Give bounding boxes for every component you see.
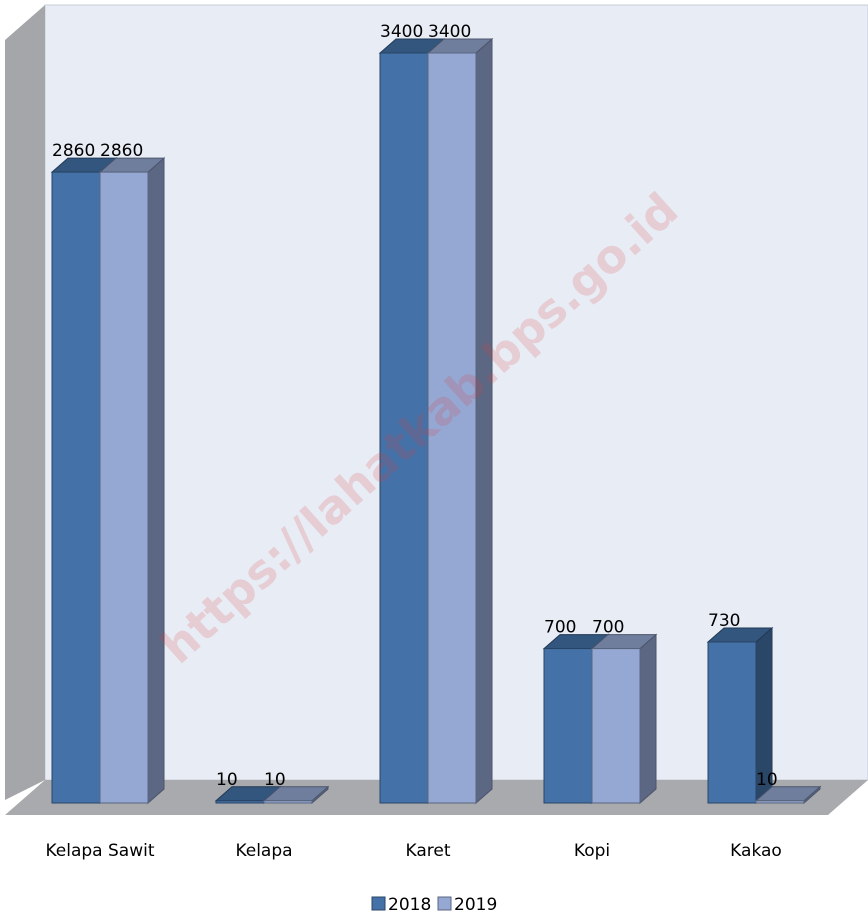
bar	[706, 626, 774, 805]
x-tick-label: Karet	[405, 841, 450, 861]
legend-swatch	[371, 896, 386, 911]
value-label: 10	[756, 770, 778, 790]
bars	[50, 37, 822, 805]
bar-side	[475, 37, 493, 805]
value-label: 700	[544, 618, 576, 638]
legend-label: 2019	[454, 895, 497, 915]
value-label: 3400	[428, 22, 471, 42]
x-tick-label: Kelapa	[235, 841, 292, 861]
x-tick-label: Kelapa Sawit	[45, 841, 154, 861]
legend-label: 2018	[388, 895, 431, 915]
legend: 2018 2019	[371, 895, 497, 915]
value-label: 3400	[380, 22, 423, 42]
bar-front	[543, 648, 593, 804]
bar-side	[147, 157, 165, 805]
side-wall	[5, 5, 45, 800]
bar	[262, 785, 330, 805]
bar-front	[427, 52, 477, 804]
value-label: 730	[708, 611, 740, 631]
value-label: 10	[264, 770, 286, 790]
bar-front	[707, 641, 757, 804]
bar	[590, 633, 658, 805]
bar-side	[639, 633, 657, 805]
value-label: 10	[216, 770, 238, 790]
bar-front	[51, 171, 101, 804]
bar-front	[215, 800, 265, 804]
bar	[754, 785, 822, 805]
bar-front	[591, 648, 641, 804]
legend-swatch	[437, 896, 452, 911]
value-label: 700	[592, 618, 624, 638]
bar	[426, 37, 494, 805]
bar-front	[99, 171, 149, 804]
x-tick-label: Kakao	[730, 841, 782, 861]
bar	[98, 157, 166, 805]
bar-front	[263, 800, 313, 804]
value-label: 2860	[52, 141, 95, 161]
value-label: 2860	[100, 141, 143, 161]
bar-front	[755, 800, 805, 804]
x-tick-label: Kopi	[574, 841, 610, 861]
